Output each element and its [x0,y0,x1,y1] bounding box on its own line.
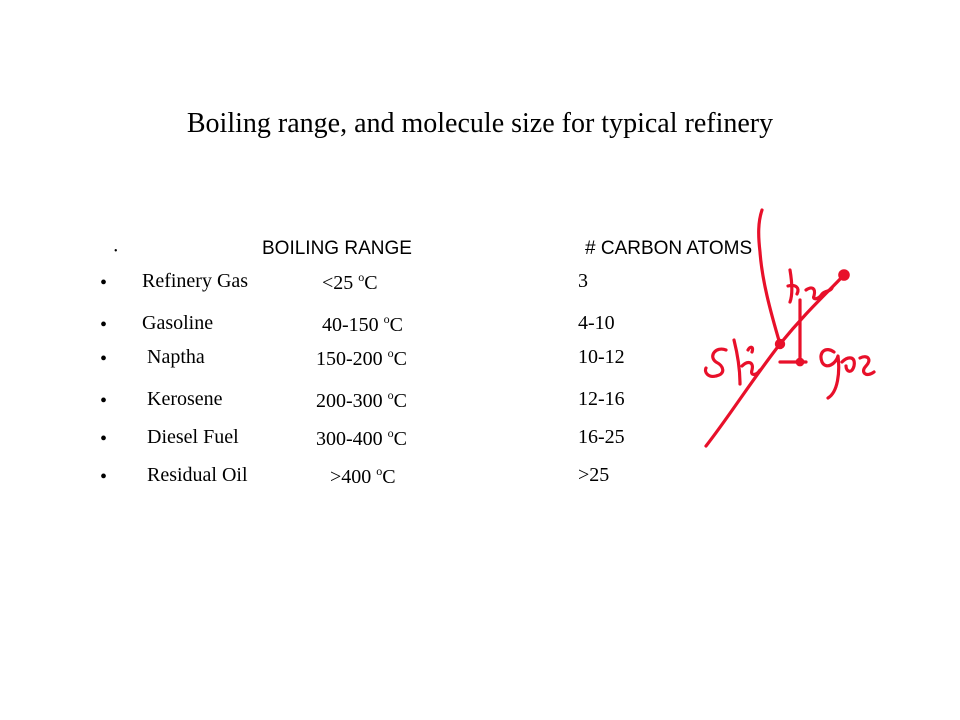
table-row: • Naptha 150-200 oC 10-12 [0,346,960,378]
slide-title: Boiling range, and molecule size for typ… [186,108,774,139]
label-gas [819,348,876,400]
table-row: • Refinery Gas <25 oC 3 [0,270,960,302]
table-row: • Kerosene 200-300 oC 12-16 [0,388,960,420]
carbon-atoms-value: >25 [578,464,610,486]
fraction-name: Gasoline [142,312,214,334]
boiling-range-value: >400 oC [330,464,396,488]
header-carbon-atoms: # CARBON ATOMS [585,238,753,259]
degree-sign: o [383,312,390,326]
fusion-line [757,208,782,346]
fraction-name: Diesel Fuel [147,426,239,448]
carbon-atoms-value: 3 [578,270,588,292]
boiling-range-value: 300-400 oC [316,426,408,450]
degree-sign: o [387,346,394,360]
table-row: • Residual Oil >400 oC >25 [0,464,960,496]
bullet-icon: • [100,272,108,294]
table-row: • Gasoline 40-150 oC 4-10 [0,312,960,344]
table-header-row: • BOILING RANGE # CARBON ATOMS [0,234,960,266]
phase-boundary-curve [704,273,846,448]
bullet-icon: • [100,466,108,488]
boiling-range-value: 150-200 oC [316,346,408,370]
fraction-name: Refinery Gas [142,270,249,292]
bullet-icon: • [100,314,108,336]
carbon-atoms-value: 16-25 [578,426,625,448]
bullet-icon: • [100,428,108,450]
triple-point-dot [774,338,786,350]
fraction-name: Kerosene [147,388,223,410]
fraction-name: Naptha [147,346,205,368]
label-liq [786,268,834,304]
boiling-range-value: 200-300 oC [316,388,408,412]
boiling-range-value: <25 oC [322,270,378,294]
degree-sign: o [358,270,365,284]
fraction-name: Residual Oil [147,464,248,486]
bullet-icon: • [100,348,108,370]
critical-point-dot [838,269,850,281]
boiling-range-value: 40-150 oC [322,312,404,336]
carbon-atoms-value: 10-12 [578,346,625,368]
carbon-atoms-value: 4-10 [578,312,615,334]
degree-sign: o [387,388,394,402]
state-point-dot [795,357,805,367]
degree-sign: o [376,464,383,478]
bullet-icon: • [114,246,118,257]
table-row: • Diesel Fuel 300-400 oC 16-25 [0,426,960,458]
bullet-icon: • [100,390,108,412]
carbon-atoms-value: 12-16 [578,388,625,410]
label-sol [703,338,762,386]
header-boiling-range: BOILING RANGE [262,238,412,259]
degree-sign: o [387,426,394,440]
